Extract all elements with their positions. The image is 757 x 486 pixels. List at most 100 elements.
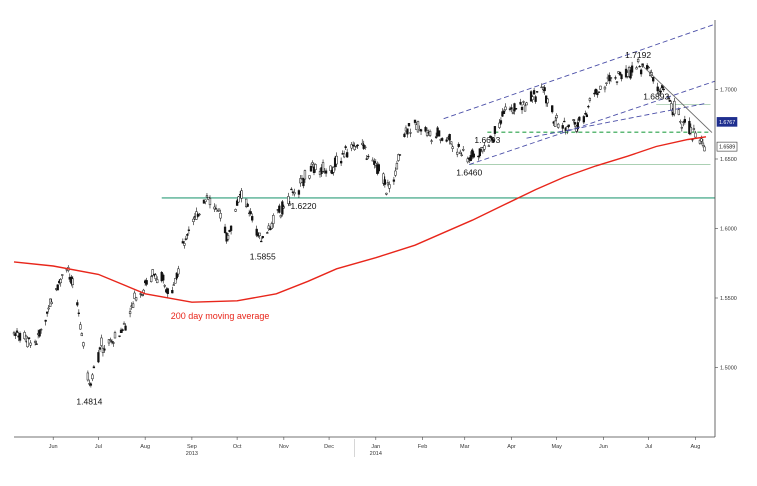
price-bar bbox=[15, 330, 19, 333]
price-bar bbox=[658, 91, 661, 95]
price-bar bbox=[139, 293, 142, 295]
price-bar bbox=[534, 96, 537, 102]
price-bar bbox=[364, 146, 367, 149]
price-bar bbox=[388, 184, 391, 189]
price-bar bbox=[80, 333, 83, 337]
price-bar bbox=[38, 330, 41, 337]
price-bar bbox=[112, 342, 115, 344]
price-bar bbox=[510, 107, 513, 110]
price-bar bbox=[261, 236, 264, 239]
price-bar bbox=[128, 311, 132, 314]
price-bar bbox=[324, 170, 328, 174]
price-bar bbox=[698, 140, 702, 144]
price-bar bbox=[668, 99, 671, 102]
price-bar bbox=[303, 170, 307, 180]
price-bar bbox=[489, 135, 492, 138]
price-bar bbox=[511, 112, 515, 114]
price-bar bbox=[525, 102, 528, 106]
price-bar bbox=[29, 342, 32, 346]
price-bar bbox=[172, 284, 175, 286]
price-bar bbox=[187, 229, 191, 231]
price-bar bbox=[213, 206, 216, 210]
price-bar bbox=[609, 77, 613, 79]
price-bar bbox=[466, 158, 469, 163]
price-bar bbox=[33, 341, 37, 343]
price-bar bbox=[689, 127, 693, 134]
price-bar bbox=[309, 166, 313, 172]
price-bar bbox=[492, 139, 495, 143]
price-bar bbox=[350, 144, 353, 149]
x-tick-label: Mar bbox=[460, 444, 470, 450]
price-bar bbox=[371, 159, 374, 162]
price-bar bbox=[469, 155, 472, 161]
price-tag-label: 1.6589 bbox=[719, 145, 735, 151]
price-bar bbox=[529, 91, 533, 102]
x-tick-label: Oct bbox=[233, 444, 242, 450]
price-bar bbox=[424, 127, 427, 132]
x-tick-label: Jul bbox=[645, 444, 652, 450]
price-bar bbox=[76, 302, 79, 306]
price-bar bbox=[635, 67, 638, 70]
price-bar bbox=[272, 215, 275, 224]
price-bar bbox=[219, 213, 222, 219]
price-bar bbox=[27, 337, 31, 339]
x-tick-label: Jun bbox=[49, 444, 58, 450]
price-bar bbox=[597, 91, 601, 93]
price-bar bbox=[71, 278, 74, 285]
price-bar bbox=[457, 143, 460, 147]
price-bar bbox=[339, 160, 343, 164]
price-bar bbox=[235, 200, 239, 206]
price-bar bbox=[270, 223, 273, 229]
price-bar bbox=[110, 341, 114, 343]
price-bar bbox=[522, 101, 525, 103]
price-bar bbox=[377, 164, 380, 172]
annotation-label: 1.5855 bbox=[250, 252, 276, 262]
price-bar bbox=[89, 383, 93, 386]
price-bar bbox=[145, 280, 148, 285]
price-bar bbox=[196, 214, 200, 217]
price-bar bbox=[246, 203, 249, 207]
price-bar bbox=[430, 140, 433, 142]
price-bar bbox=[171, 290, 174, 294]
price-bar bbox=[409, 132, 412, 134]
y-tick-label: 1.7000 bbox=[720, 88, 737, 94]
price-bar bbox=[287, 196, 290, 204]
price-bar bbox=[260, 240, 263, 243]
price-bar bbox=[204, 199, 207, 202]
y-tick-label: 1.5500 bbox=[720, 296, 737, 302]
price-bar bbox=[596, 92, 599, 96]
x-tick-label: Aug bbox=[140, 444, 150, 450]
price-bar bbox=[332, 167, 335, 173]
price-bar bbox=[293, 192, 296, 195]
price-bar bbox=[652, 77, 655, 82]
price-bar bbox=[513, 103, 516, 112]
trendline-channel-middle bbox=[469, 80, 716, 165]
price-bar bbox=[501, 111, 504, 117]
price-bar bbox=[98, 347, 102, 350]
price-bar bbox=[445, 139, 448, 142]
price-bar bbox=[504, 106, 507, 110]
price-bar bbox=[50, 301, 53, 305]
price-bar bbox=[44, 319, 47, 322]
price-bar bbox=[498, 122, 501, 128]
price-bar bbox=[109, 339, 112, 342]
price-bar bbox=[561, 125, 564, 129]
price-bar bbox=[302, 177, 305, 187]
price-bar bbox=[557, 123, 560, 128]
price-bar bbox=[367, 155, 370, 158]
price-bar bbox=[599, 85, 602, 90]
price-bar bbox=[321, 162, 325, 172]
x-year-label: 2013 bbox=[186, 451, 198, 457]
price-bar bbox=[308, 175, 311, 179]
price-bar bbox=[531, 96, 534, 100]
price-bar bbox=[255, 228, 258, 236]
price-bar bbox=[670, 103, 673, 111]
price-bar bbox=[543, 87, 546, 92]
price-bar bbox=[355, 146, 358, 148]
price-bar bbox=[77, 312, 80, 314]
price-bar bbox=[282, 206, 285, 209]
price-bar bbox=[154, 274, 157, 279]
price-bar bbox=[428, 130, 432, 136]
x-tick-label: Feb bbox=[418, 444, 427, 450]
y-tick-label: 1.6000 bbox=[720, 227, 737, 233]
